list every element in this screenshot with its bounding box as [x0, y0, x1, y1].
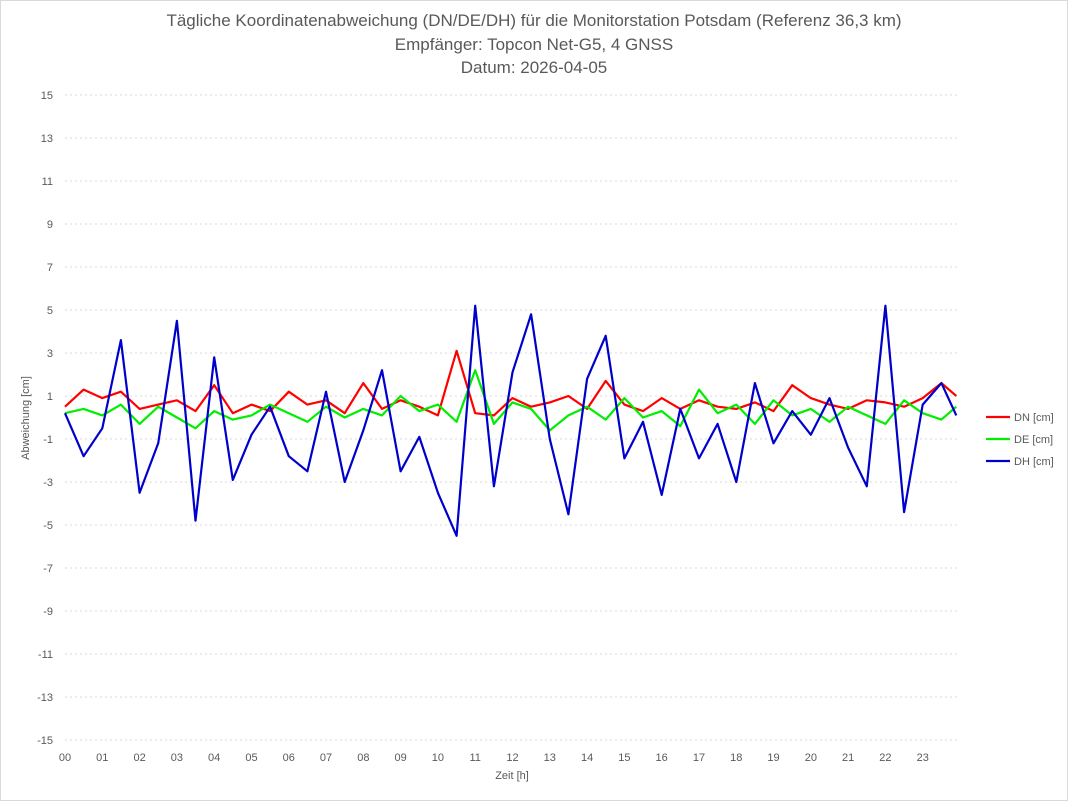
- x-tick-label: 03: [171, 752, 183, 764]
- x-tick-label: 10: [432, 752, 444, 764]
- series-line-dn: [64, 349, 958, 417]
- x-tick-label: 20: [805, 752, 817, 764]
- y-tick-label: 1: [47, 391, 53, 403]
- y-tick-label: -13: [37, 692, 53, 704]
- y-tick-label: 5: [47, 305, 53, 317]
- x-tick-label: 05: [245, 752, 257, 764]
- y-tick-label: 15: [41, 90, 53, 102]
- y-tick-label: -11: [38, 649, 53, 661]
- x-tick-label: 16: [656, 752, 668, 764]
- y-tick-label: 11: [42, 176, 53, 188]
- series-line-de: [64, 369, 958, 432]
- x-tick-label: 08: [357, 752, 369, 764]
- x-tick-label: 21: [842, 752, 854, 764]
- y-tick-label: 3: [47, 348, 53, 360]
- x-tick-label: 01: [96, 752, 108, 764]
- x-tick-label: 19: [767, 752, 779, 764]
- x-axis-title: Zeit [h]: [495, 770, 529, 782]
- y-tick-label: -9: [43, 606, 53, 618]
- y-tick-label: -15: [37, 735, 53, 747]
- y-axis-ticks: 15 13 11 9 7 5 3 1 -1 -3 -5 -7 -9 -11 -13 -15: [37, 90, 53, 747]
- y-tick-label: -7: [43, 563, 53, 575]
- chart-subtitle-date: Datum: 2026-04-05: [460, 58, 608, 77]
- x-tick-label: 17: [693, 752, 705, 764]
- x-axis-ticks: 00 01 02 03 04 05 06 07 08 09 10 11 12 13 14 15 16 17 18 19…: [59, 752, 929, 764]
- series-line-dh: [63, 304, 958, 537]
- x-tick-label: 09: [395, 752, 407, 764]
- chart-subtitle-receiver: Empfänger: Topcon Net-G5, 4 GNSS: [394, 35, 674, 54]
- x-tick-label: 14: [581, 752, 593, 764]
- x-tick-label: 15: [618, 752, 630, 764]
- x-tick-label: 23: [917, 752, 929, 764]
- legend: DN [cm] DE [cm] DH [cm]: [986, 412, 1054, 468]
- x-tick-label: 11: [469, 752, 480, 764]
- x-tick-label: 12: [506, 752, 518, 764]
- x-tick-label: 02: [133, 752, 145, 764]
- legend-label: DE [cm]: [1014, 434, 1053, 446]
- gridlines: [65, 94, 960, 741]
- chart-title: Tägliche Koordinatenabweichung (DN/DE/DH…: [166, 11, 902, 30]
- y-tick-label: 13: [41, 133, 53, 145]
- x-tick-label: 18: [730, 752, 742, 764]
- legend-label: DH [cm]: [1014, 456, 1054, 468]
- y-tick-label: 7: [47, 262, 53, 274]
- legend-label: DN [cm]: [1014, 412, 1054, 424]
- x-tick-label: 13: [544, 752, 556, 764]
- x-tick-label: 04: [208, 752, 220, 764]
- y-tick-label: -1: [43, 434, 53, 446]
- x-tick-label: 22: [879, 752, 891, 764]
- x-tick-label: 06: [283, 752, 295, 764]
- y-tick-label: 9: [47, 219, 53, 231]
- y-axis-title: Abweichung [cm]: [20, 376, 32, 460]
- y-tick-label: -5: [43, 520, 53, 532]
- y-tick-label: -3: [43, 477, 53, 489]
- series-lines: [63, 304, 958, 537]
- x-tick-label: 07: [320, 752, 332, 764]
- x-tick-label: 00: [59, 752, 71, 764]
